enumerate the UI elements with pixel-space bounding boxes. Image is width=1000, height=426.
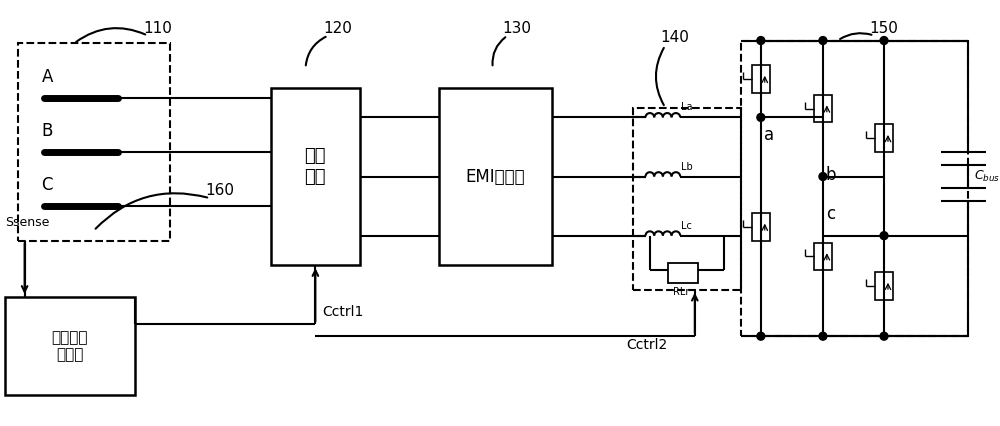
Text: 开关
单元: 开关 单元 — [305, 147, 326, 186]
Circle shape — [819, 332, 827, 340]
Circle shape — [880, 232, 888, 239]
Text: 140: 140 — [660, 30, 689, 46]
Text: Ssense: Ssense — [5, 216, 49, 229]
Circle shape — [819, 173, 827, 181]
Text: 150: 150 — [869, 20, 898, 36]
Text: 交流电检
测电路: 交流电检 测电路 — [52, 330, 88, 362]
Text: a: a — [764, 126, 774, 144]
Text: Cctrl1: Cctrl1 — [322, 305, 364, 320]
Text: c: c — [826, 205, 835, 223]
FancyBboxPatch shape — [814, 95, 832, 122]
Circle shape — [757, 332, 765, 340]
Text: EMI滤波器: EMI滤波器 — [465, 167, 525, 186]
Circle shape — [819, 37, 827, 44]
FancyBboxPatch shape — [668, 263, 698, 283]
Text: $C_{bus}$: $C_{bus}$ — [974, 169, 1000, 184]
Circle shape — [757, 113, 765, 121]
FancyBboxPatch shape — [752, 65, 770, 93]
FancyBboxPatch shape — [814, 242, 832, 270]
FancyBboxPatch shape — [875, 272, 893, 300]
Circle shape — [757, 37, 765, 44]
Text: 110: 110 — [143, 20, 172, 36]
Text: Lc: Lc — [681, 221, 692, 231]
FancyBboxPatch shape — [271, 88, 360, 265]
Circle shape — [880, 332, 888, 340]
FancyBboxPatch shape — [5, 297, 135, 395]
Text: RLr: RLr — [673, 287, 689, 297]
Text: C: C — [41, 176, 53, 194]
Text: Cctrl2: Cctrl2 — [626, 338, 667, 352]
Circle shape — [880, 37, 888, 44]
Text: b: b — [826, 166, 836, 184]
FancyBboxPatch shape — [875, 124, 893, 152]
Text: A: A — [41, 68, 53, 86]
Text: Lb: Lb — [681, 161, 693, 172]
FancyBboxPatch shape — [752, 213, 770, 241]
Text: 160: 160 — [205, 183, 234, 198]
Text: 130: 130 — [503, 20, 532, 36]
Text: B: B — [41, 122, 53, 140]
Text: 120: 120 — [323, 20, 352, 36]
FancyBboxPatch shape — [439, 88, 552, 265]
Text: La: La — [681, 103, 693, 112]
